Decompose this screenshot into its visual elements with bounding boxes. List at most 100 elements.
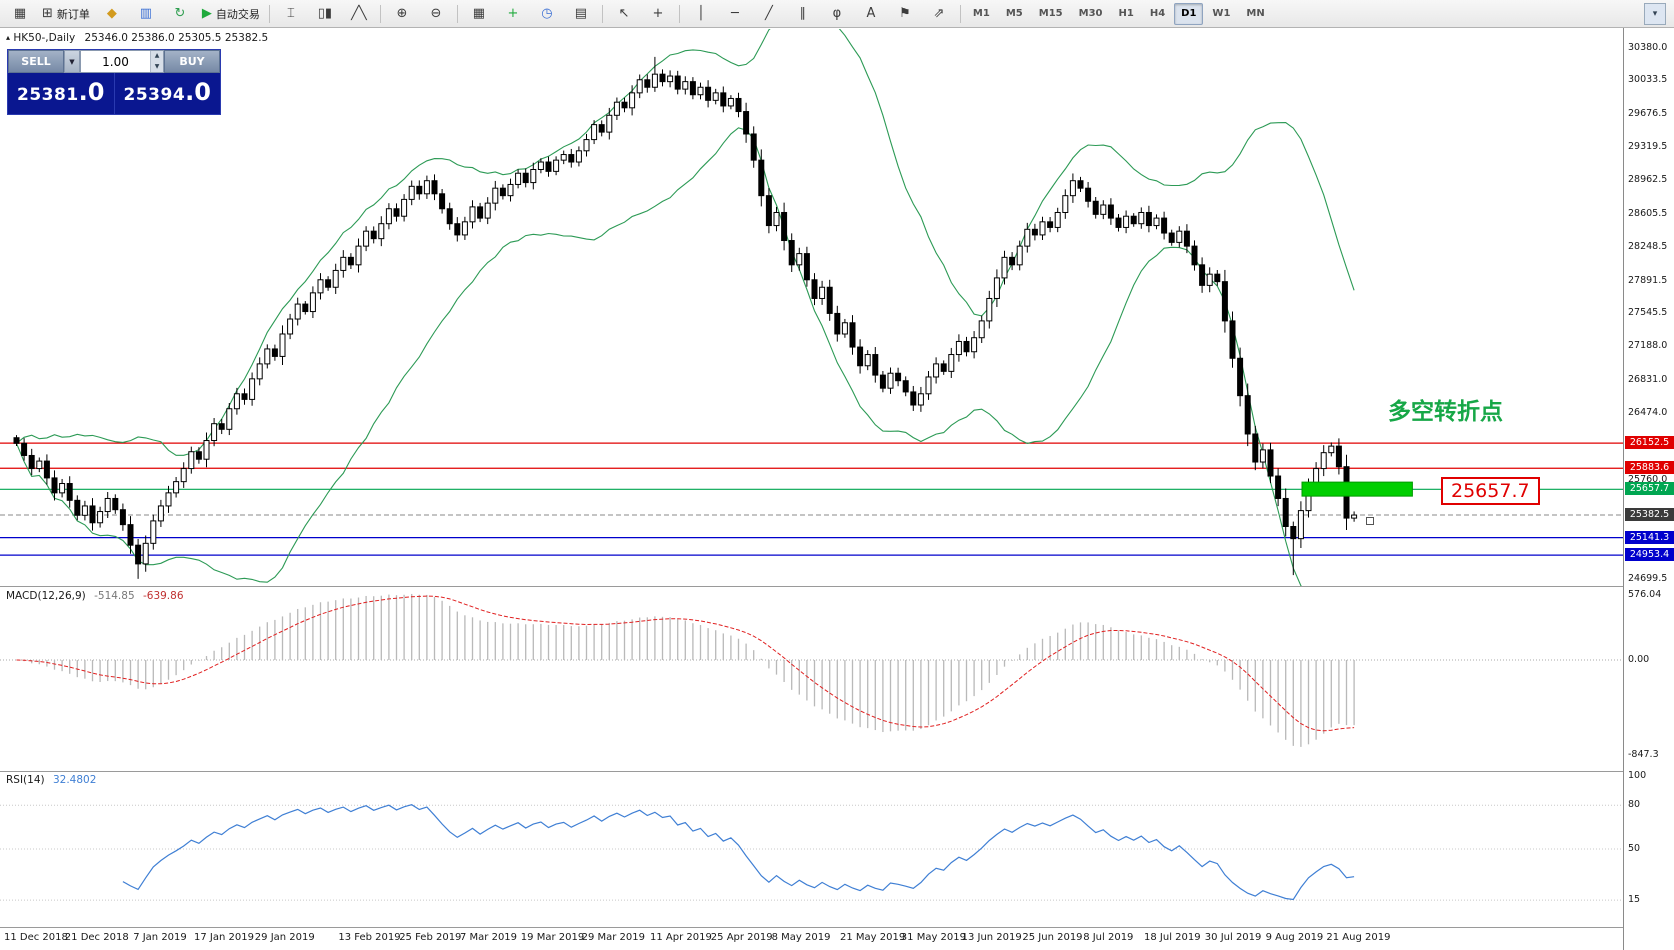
volume-stepper[interactable]: ▲ ▼ [150,51,163,72]
symbol-name: HK50-,Daily [13,32,76,44]
rsi-label: RSI(14) [6,774,45,786]
date-label: 8 May 2019 [771,932,831,943]
panel-divider-macd-rsi[interactable] [0,771,1674,772]
periods-button[interactable]: ◷ [531,2,563,26]
zoom-out-button[interactable]: ⊖ [420,2,452,26]
charts-layout-button[interactable]: ▥ [130,2,162,26]
buy-button[interactable]: BUY [164,50,220,73]
vertical-line-button[interactable]: │ [685,2,717,26]
date-axis[interactable]: 11 Dec 2018 21 Dec 2018 7 Jan 2019 17 Jan 2… [0,928,1623,950]
level-price-box: 25141.3 [1625,530,1674,544]
buy-price-frac: .0 [185,78,211,106]
toolbar-separator [456,4,458,23]
arrows-button[interactable]: ⇗ [923,2,955,26]
timeframe-button-m30[interactable]: M30 [1078,7,1103,19]
date-label: 21 Aug 2019 [1326,932,1391,943]
autotrading-button[interactable]: ▶ 自动交易 [198,2,264,26]
timeframe-button-m15[interactable]: M15 [1038,7,1063,19]
date-label: 11 Apr 2019 [650,932,712,943]
autotrading-label: 自动交易 [215,7,260,21]
buy-price-main: 25394 [123,85,186,105]
buy-price[interactable]: 25394 .0 [115,73,221,114]
fibonacci-button[interactable]: φ [821,2,853,26]
sell-price[interactable]: 25381 .0 [8,73,115,114]
rsi-value: 32.4802 [52,774,97,786]
stepper-down-icon[interactable]: ▼ [150,61,163,72]
equidistant-channel-button[interactable]: ∥ [787,2,819,26]
level-price-box: 25883.6 [1625,461,1674,475]
panel-divider-main-macd[interactable] [0,586,1674,587]
text-button[interactable]: A [855,2,887,26]
price-tick-label: 27545.5 [1628,306,1668,318]
price-tick-label: 26474.0 [1628,407,1668,419]
sell-price-frac: .0 [78,78,105,106]
text-label-button[interactable]: ⚑ [889,2,921,26]
line-type-icon: ╱╲ [351,6,367,21]
new-order-label: 新订单 [56,7,90,21]
toolbar-separator [379,4,381,23]
vertical-line-icon: │ [696,6,705,21]
price-tick-label: 30033.5 [1628,74,1668,86]
sell-button[interactable]: SELL [8,50,64,73]
toolbar-separator [959,4,961,23]
date-label: 18 Jul 2019 [1144,932,1201,943]
tile-windows-button[interactable]: ▦ [463,2,495,26]
cursor-button[interactable]: ↖ [608,2,640,26]
templates-button[interactable]: ▤ [565,2,597,26]
crosshair-button[interactable]: + [642,2,674,26]
arrows-icon: ⇗ [933,6,945,21]
date-label: 11 Dec 2018 [4,932,68,943]
timeframe-button-mn[interactable]: MN [1246,7,1265,19]
timeframe-button-m1[interactable]: M1 [972,7,990,19]
date-label: 17 Jan 2019 [194,932,254,943]
price-tick-label: 25760.0 [1628,473,1668,485]
panel-divider-rsi-dates [0,927,1674,928]
timeframe-button-h4[interactable]: H4 [1149,7,1166,19]
horizontal-line-button[interactable]: ─ [719,2,751,26]
candles-type-button[interactable]: ▯▮ [309,2,341,26]
volume-field-wrap: ▲ ▼ [80,50,164,73]
trendline-button[interactable]: ╱ [753,2,785,26]
timeframe-button-m5[interactable]: M5 [1005,7,1023,19]
stepper-up-icon[interactable]: ▲ [150,51,163,62]
date-label: 13 Jun 2019 [961,932,1022,943]
zoom-in-button[interactable]: ⊕ [386,2,418,26]
macd-signal-value: -639.86 [142,590,184,602]
toolbar-separator [678,4,680,23]
volume-input[interactable] [81,53,150,70]
bars-type-button[interactable]: ⌶ [275,2,307,26]
horizontal-line-icon: ─ [730,6,739,21]
line-type-button[interactable]: ╱╲ [343,2,375,26]
level-price-box: 26152.5 [1625,436,1674,450]
new-chart-button[interactable]: ▦ [4,2,36,26]
rsi-axis-label: 80 [1628,799,1641,811]
date-label: 29 Mar 2019 [581,932,645,943]
toolbar-overflow-button[interactable]: ▾ [1644,3,1666,25]
charts-layout-icon: ▥ [139,6,153,21]
macd-axis-label: 576.04 [1628,589,1662,601]
refresh-button[interactable]: ↻ [164,2,196,26]
indicators-button[interactable]: + [497,2,529,26]
new-order-button[interactable]: ⊞ 新订单 [38,2,94,26]
chart-object-marker[interactable] [1366,517,1374,525]
level-price-label[interactable]: 25657.7 [1441,477,1540,505]
autotrading-icon: ▶ [201,6,212,21]
price-tick-label: 28248.5 [1628,241,1668,253]
equidistant-channel-icon: ∥ [799,6,807,21]
date-label: 21 Dec 2018 [64,932,129,943]
macd-label: MACD(12,26,9) [6,590,86,602]
timeframe-button-d1[interactable]: D1 [1174,2,1204,25]
timeframe-button-w1[interactable]: W1 [1212,7,1231,19]
chart-canvas[interactable] [0,0,1623,950]
date-label: 30 Jul 2019 [1204,932,1262,943]
profiles-button[interactable]: ◆ [96,2,128,26]
price-axis[interactable]: 30380.0 30033.5 29676.5 29319.5 28962.5 28605… [1623,28,1674,950]
price-tick-label: 27188.0 [1628,340,1668,352]
trade-options-dropdown[interactable]: ▼ [64,50,80,73]
new-order-icon: ⊞ [42,6,53,21]
turning-point-text[interactable]: 多空转折点 [1388,399,1503,425]
rsi-axis-label: 100 [1628,770,1647,781]
date-label: 8 Jul 2019 [1083,932,1134,943]
timeframe-button-h1[interactable]: H1 [1118,7,1134,19]
indicators-icon: + [507,6,519,21]
